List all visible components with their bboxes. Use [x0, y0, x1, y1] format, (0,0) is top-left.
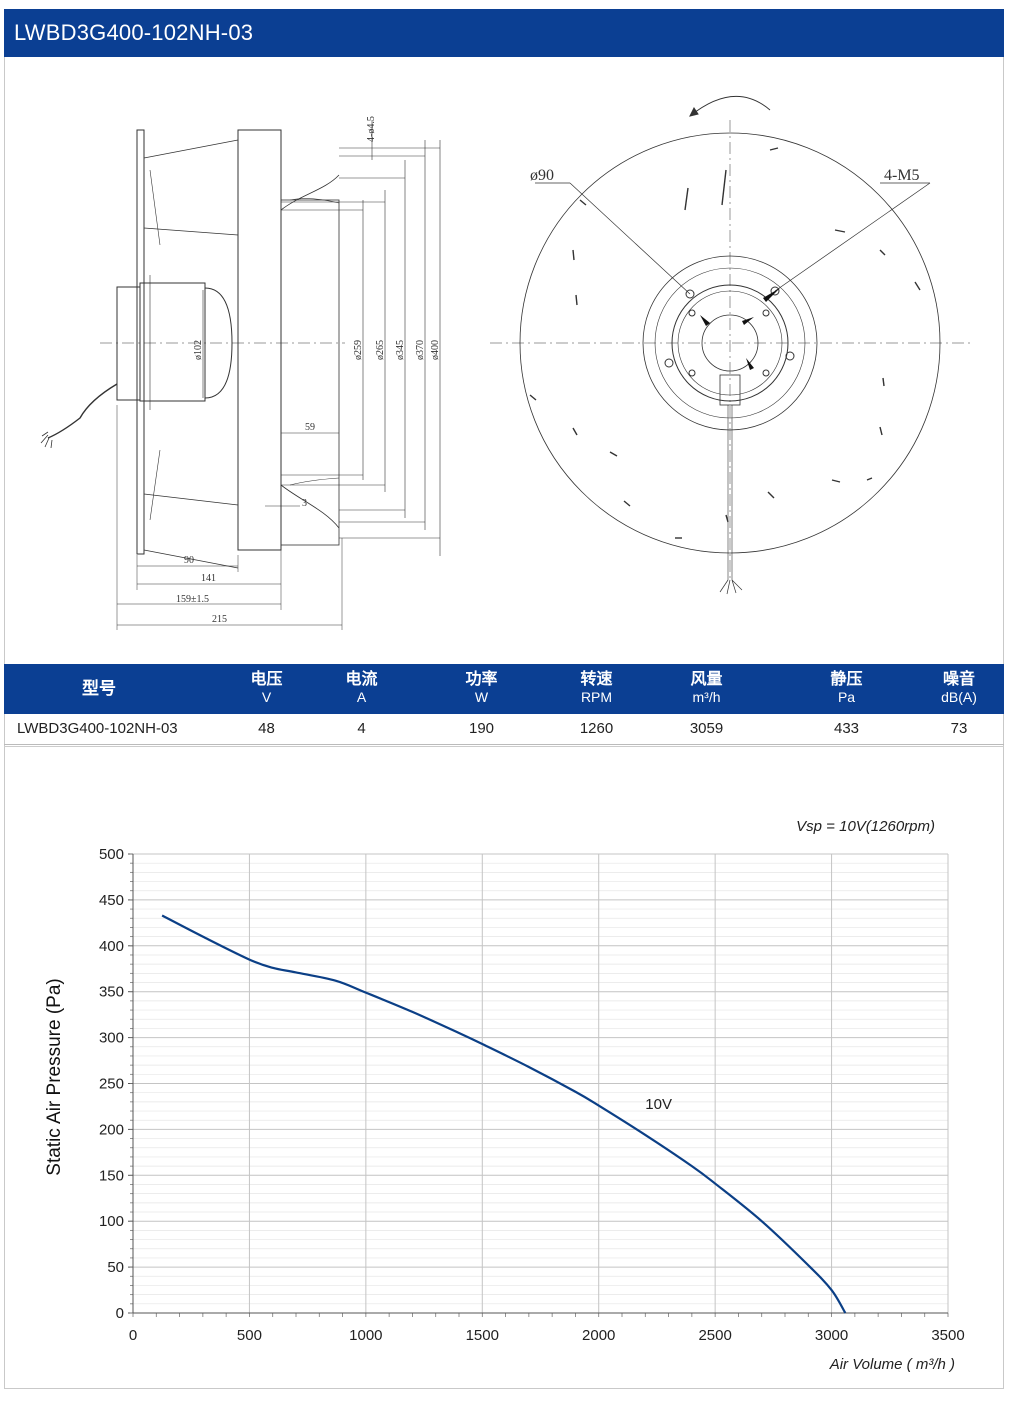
y-tick-label: 250	[99, 1076, 124, 1093]
x-tick-label: 1500	[466, 1327, 499, 1344]
technical-drawing: 4-ø4.5 ø259 ø265 ø345 ø370 ø400 ø102 59 …	[40, 96, 970, 630]
col-name: 功率	[465, 671, 498, 688]
chart-grid	[132, 853, 949, 1314]
x-tick-label: 3000	[815, 1327, 848, 1344]
section-divider	[4, 746, 1004, 747]
dim-label: 4-ø4.5	[366, 116, 377, 142]
cell-noise: 73	[950, 720, 968, 737]
col-model: 型号	[4, 664, 194, 714]
mounting-holes-label: 4-M5	[884, 167, 920, 184]
spec-table-row: LWBD3G400-102NH-03 48 4 190 1260 3059 43…	[4, 714, 1004, 745]
col-name: 转速	[580, 671, 613, 688]
dim-label: 215	[212, 614, 227, 625]
dim-label: 3	[302, 498, 307, 509]
col-name: 电压	[250, 671, 283, 688]
col-voltage: 电压 V	[219, 664, 314, 714]
series-line-10v	[161, 914, 847, 1314]
col-airflow: 风量 m³/h	[654, 664, 759, 714]
chart-series: 10V	[161, 914, 847, 1314]
cell-pressure: 433	[833, 720, 860, 737]
dim-label: 90	[184, 555, 194, 566]
y-tick-label: 0	[116, 1305, 124, 1322]
y-tick-label: 100	[99, 1213, 124, 1230]
page-title: LWBD3G400-102NH-03	[14, 20, 254, 45]
dim-label: ø265	[375, 340, 386, 360]
cell-voltage: 48	[258, 720, 275, 737]
y-tick-label: 150	[99, 1167, 124, 1184]
bore-diameter-label: ø90	[530, 167, 554, 184]
col-unit: W	[474, 689, 489, 705]
y-tick-label: 400	[99, 938, 124, 955]
cell-speed: 1260	[579, 720, 614, 737]
performance-chart: 0 50 100 150 200 250 300 350 400 450 500 0 500 1000 15…	[44, 818, 965, 1373]
col-unit: RPM	[580, 689, 613, 705]
col-noise: 噪音 dB(A)	[919, 664, 999, 714]
dim-label: 159±1.5	[176, 594, 209, 605]
x-tick-label: 500	[237, 1327, 262, 1344]
col-name: 型号	[82, 679, 116, 698]
chart-title: Vsp = 10V(1260rpm)	[796, 818, 935, 835]
col-pressure: 静压 Pa	[794, 664, 899, 714]
dim-label: 59	[305, 422, 315, 433]
y-tick-label: 500	[99, 846, 124, 863]
col-unit: dB(A)	[941, 689, 977, 705]
front-view	[490, 96, 970, 595]
col-name: 电流	[345, 671, 378, 688]
x-tick-label: 2500	[698, 1327, 731, 1344]
dim-label: 141	[201, 573, 216, 584]
cell-airflow: 3059	[689, 720, 724, 737]
cell-current: 4	[357, 720, 366, 737]
y-tick-label: 350	[99, 984, 124, 1001]
x-axis-label: Air Volume ( m³/h )	[829, 1356, 955, 1373]
dim-label: ø102	[193, 340, 204, 360]
x-tick-label: 2000	[582, 1327, 615, 1344]
series-label: 10V	[645, 1096, 672, 1113]
col-unit: A	[356, 689, 367, 705]
col-current: 电流 A	[314, 664, 409, 714]
cell-model: LWBD3G400-102NH-03	[17, 720, 178, 737]
col-speed: 转速 RPM	[544, 664, 649, 714]
y-tick-label: 50	[107, 1259, 124, 1276]
col-power: 功率 W	[424, 664, 539, 714]
cell-power: 190	[468, 720, 495, 737]
dim-label: ø370	[415, 340, 426, 360]
col-unit: V	[261, 689, 272, 705]
title-bar: LWBD3G400-102NH-03	[4, 9, 1004, 57]
col-name: 噪音	[942, 671, 975, 688]
col-unit: m³/h	[692, 689, 721, 705]
y-tick-label: 200	[99, 1121, 124, 1138]
y-tick-label: 450	[99, 892, 124, 909]
spec-table-header: 型号 电压 V 电流 A 功率 W 转速 RPM 风量 m³/h 静压 Pa 噪…	[4, 664, 1004, 714]
chart-ticks: 0 50 100 150 200 250 300 350 400 450 500 0 500 1000 15…	[99, 846, 965, 1344]
y-axis-label: Static Air Pressure (Pa)	[44, 978, 65, 1175]
dim-label: ø259	[353, 340, 364, 360]
dim-label: ø400	[430, 340, 441, 360]
col-name: 静压	[830, 671, 863, 688]
x-tick-label: 0	[129, 1327, 137, 1344]
side-view	[40, 120, 441, 630]
x-tick-label: 1000	[349, 1327, 382, 1344]
dim-label: ø345	[395, 340, 406, 360]
col-name: 风量	[690, 671, 723, 688]
x-tick-label: 3500	[931, 1327, 964, 1344]
col-unit: Pa	[837, 689, 856, 705]
y-tick-label: 300	[99, 1030, 124, 1047]
